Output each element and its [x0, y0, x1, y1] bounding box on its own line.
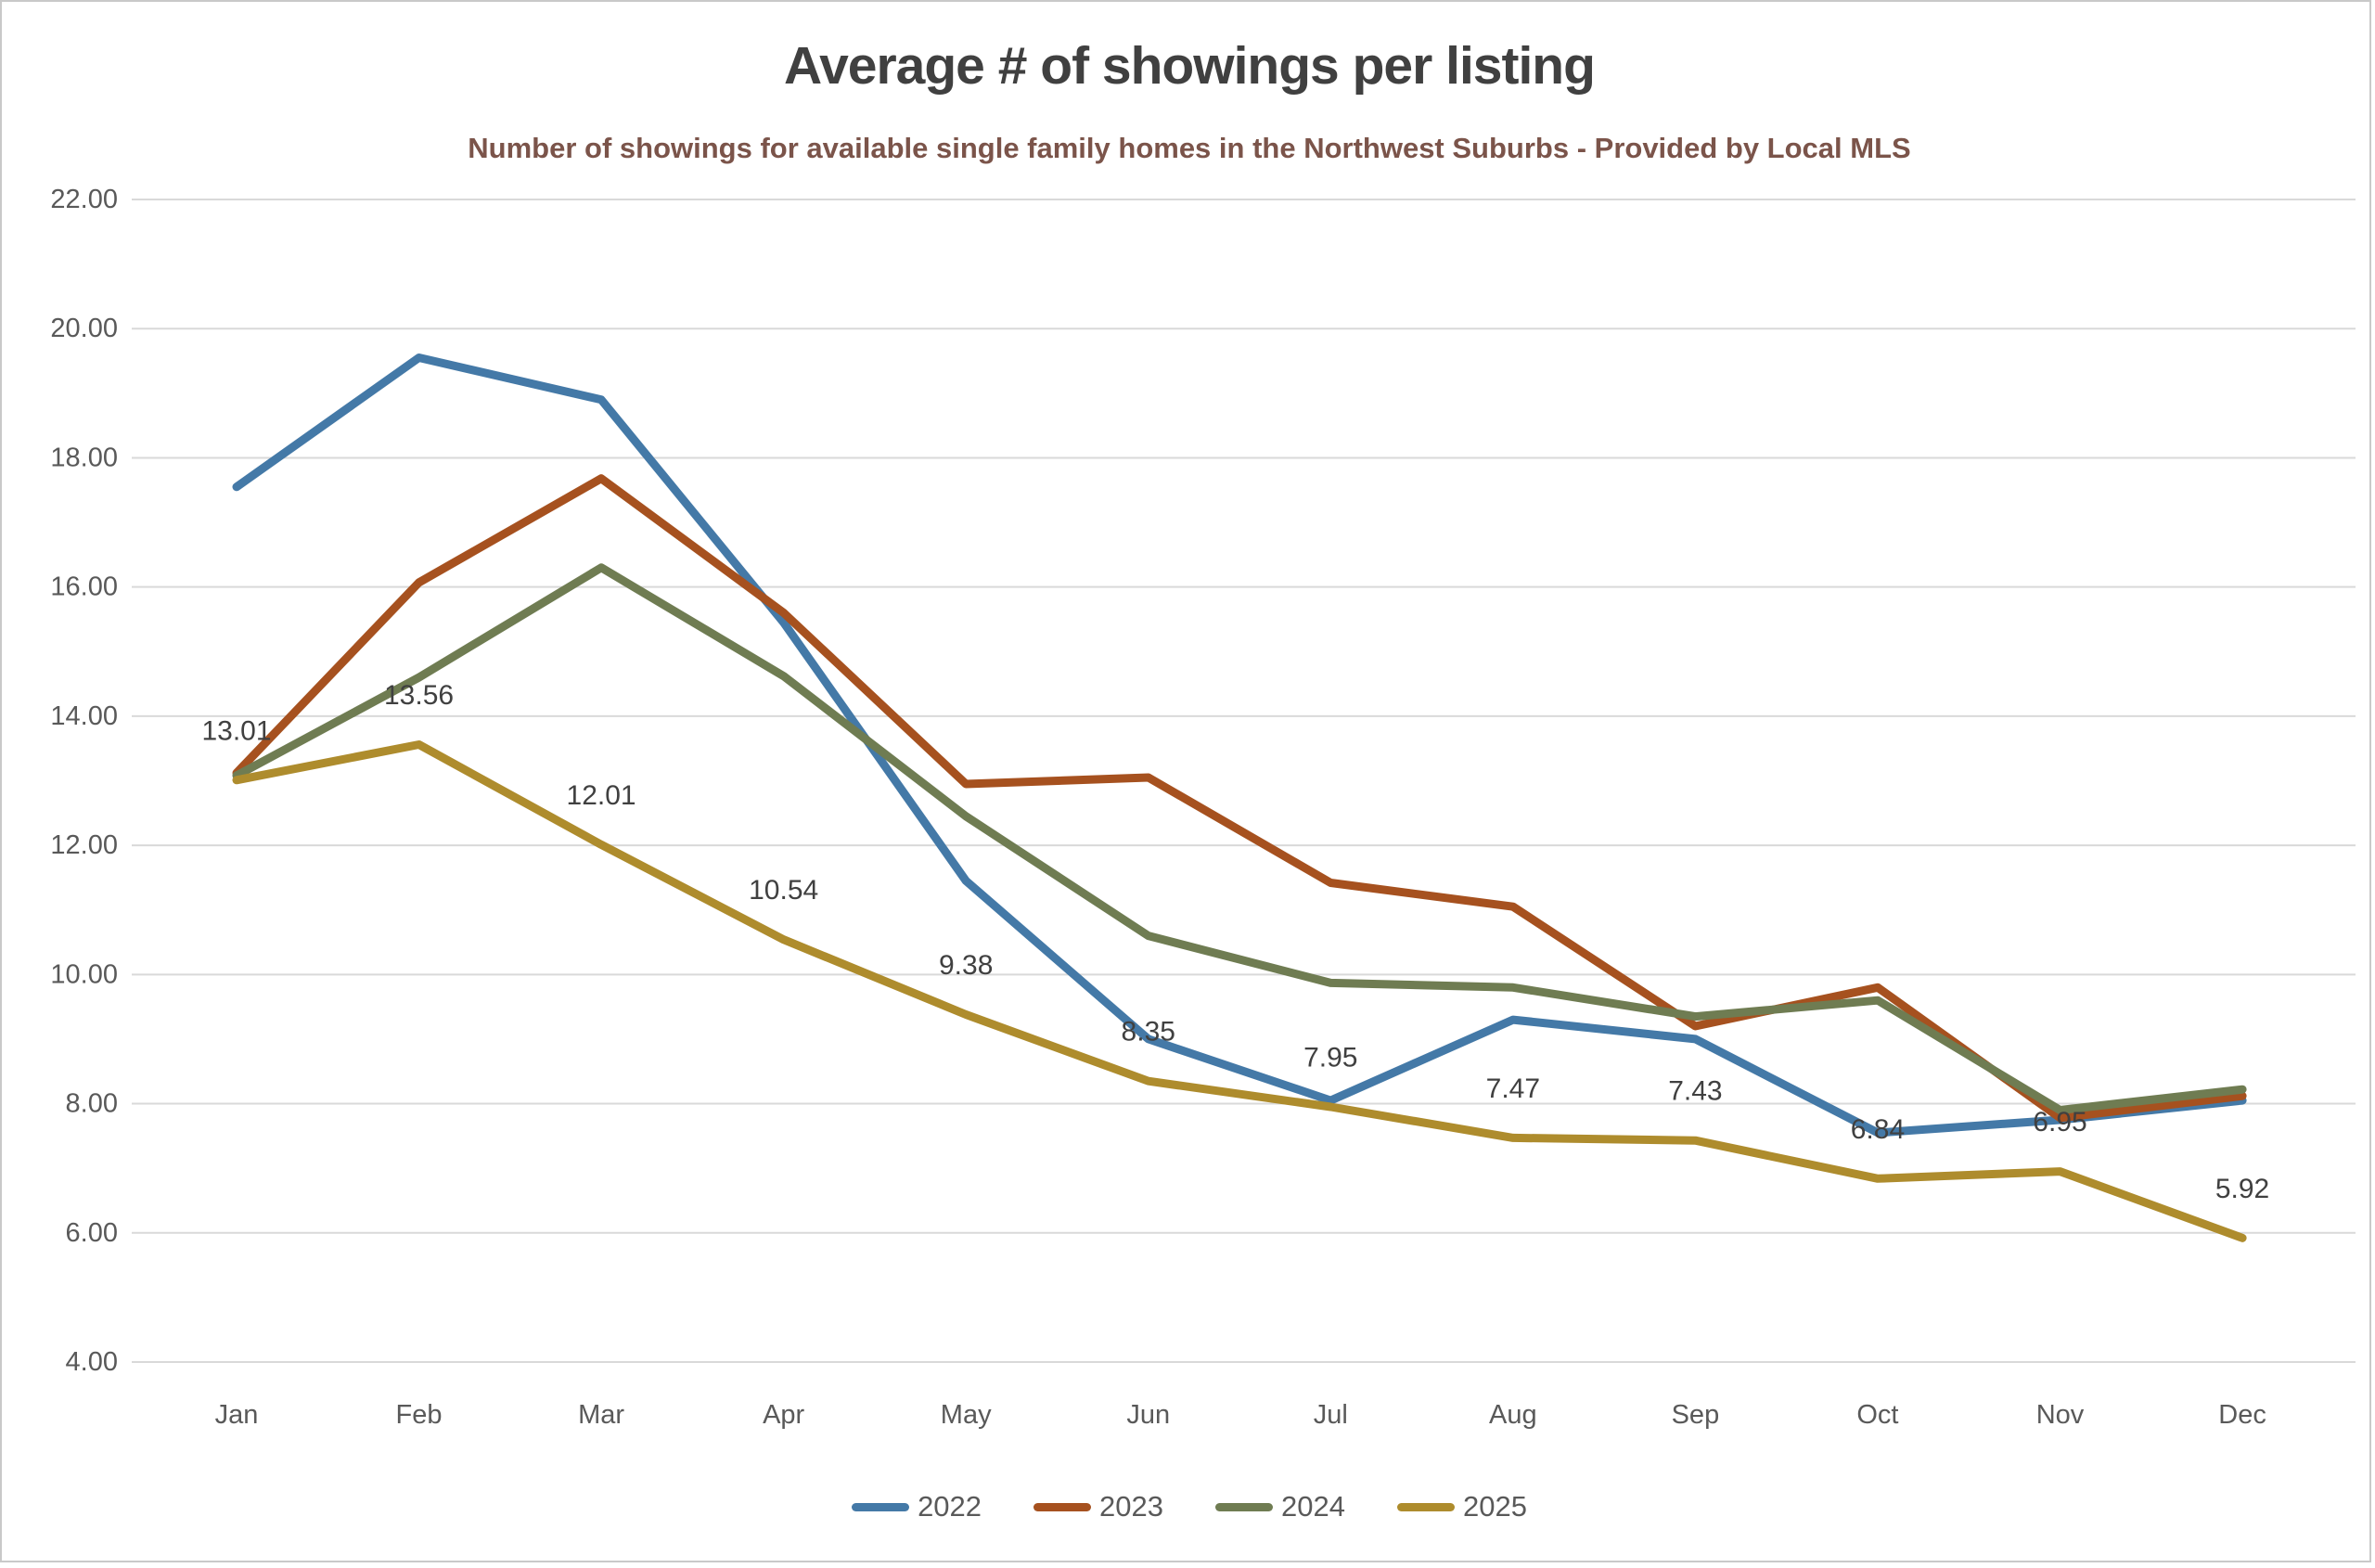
x-axis-tick-label: Jun [1126, 1400, 1170, 1430]
y-axis-tick-label: 10.00 [50, 959, 118, 989]
y-axis-tick-label: 20.00 [50, 314, 118, 343]
series-line-2025 [232, 740, 2247, 1242]
x-axis-tick-label: Apr [763, 1400, 804, 1430]
series-line-2024 [232, 563, 2247, 1114]
x-axis-tick-label: Mar [578, 1400, 624, 1430]
legend-item-2024[interactable]: 2024 [1215, 1490, 1345, 1523]
data-label-2025: 13.56 [384, 680, 454, 711]
x-axis-tick-label: May [941, 1400, 992, 1430]
legend-item-2023[interactable]: 2023 [1033, 1490, 1163, 1523]
legend-line-swatch-2024 [1215, 1502, 1273, 1511]
data-label-2025: 10.54 [749, 875, 818, 906]
legend-label: 2022 [918, 1490, 982, 1523]
data-label-2025: 7.95 [1303, 1043, 1357, 1073]
legend-line-swatch-2023 [1033, 1502, 1092, 1511]
data-label-2025: 5.92 [2215, 1174, 2269, 1204]
y-axis-tick-label: 4.00 [66, 1347, 118, 1377]
data-label-2025: 12.01 [567, 780, 636, 811]
x-axis-tick-label: Dec [2218, 1400, 2266, 1430]
data-label-2025: 8.35 [1122, 1017, 1175, 1047]
y-axis-tick-label: 18.00 [50, 443, 118, 472]
x-axis-tick-label: Aug [1489, 1400, 1537, 1430]
data-label-2025: 13.01 [201, 715, 271, 746]
y-axis-tick-label: 6.00 [66, 1218, 118, 1248]
legend-line-swatch-2022 [852, 1502, 910, 1511]
series-line-2023 [232, 474, 2247, 1123]
y-axis-tick-label: 22.00 [50, 185, 118, 214]
x-axis-tick-label: Jan [215, 1400, 259, 1430]
data-label-2025: 9.38 [939, 950, 993, 981]
legend-item-2025[interactable]: 2025 [1396, 1490, 1527, 1523]
legend-line-swatch-2025 [1396, 1502, 1455, 1511]
legend-item-2022[interactable]: 2022 [852, 1490, 982, 1523]
legend-label: 2023 [1099, 1490, 1163, 1523]
chart-subtitle: Number of showings for available single … [468, 132, 1911, 164]
y-axis-tick-label: 8.00 [66, 1089, 118, 1119]
y-axis-tick-label: 12.00 [50, 830, 118, 860]
series-line-2022 [232, 353, 2247, 1137]
x-axis-tick-label: Feb [396, 1400, 443, 1430]
legend-label: 2024 [1281, 1490, 1345, 1523]
data-label-2025: 7.43 [1668, 1076, 1722, 1107]
legend-label: 2025 [1462, 1490, 1527, 1523]
legend: 2022 2023 2024 2025 [2, 1490, 2375, 1523]
y-axis-tick-label: 14.00 [50, 701, 118, 731]
chart-title: Average # of showings per listing [784, 36, 1596, 96]
x-axis-tick-label: Jul [1314, 1400, 1348, 1430]
data-label-2025: 6.84 [1851, 1114, 1905, 1145]
data-label-2025: 7.47 [1486, 1073, 1540, 1104]
data-label-2025: 6.95 [2033, 1107, 2086, 1137]
y-axis-tick-label: 16.00 [50, 572, 118, 602]
x-axis-tick-label: Oct [1856, 1400, 1898, 1430]
x-axis-tick-label: Sep [1672, 1400, 1720, 1430]
x-axis-tick-label: Nov [2036, 1400, 2085, 1430]
